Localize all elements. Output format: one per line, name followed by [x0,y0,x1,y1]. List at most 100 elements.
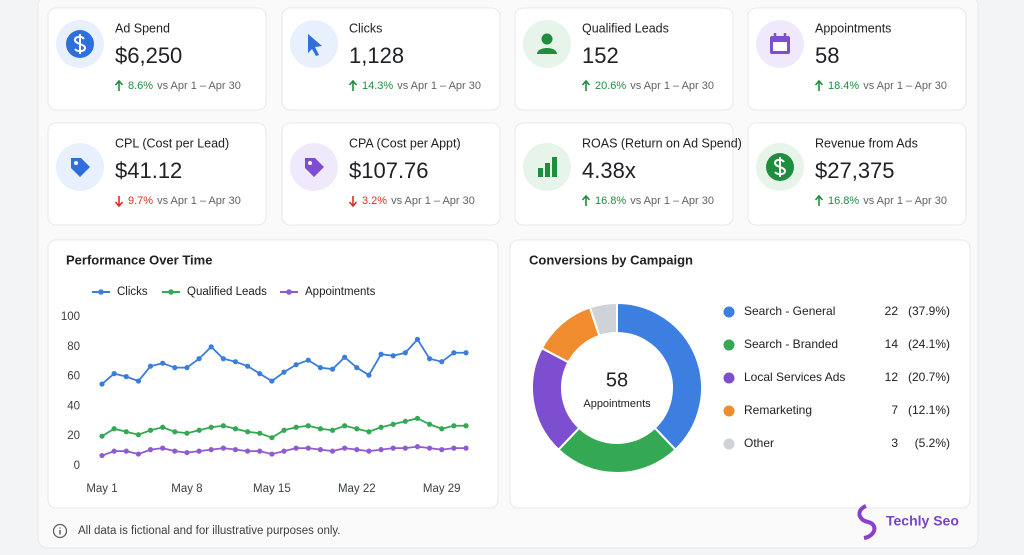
legend-share: (20.7%) [908,370,950,384]
kpi-value: $41.12 [115,158,182,183]
series-point [402,350,408,356]
legend-dot [723,339,735,351]
legend-value: 22 [885,304,899,318]
series-point [414,444,421,450]
kpi-label: CPL (Cost per Lead) [115,136,229,150]
icon-roas [523,143,571,191]
legend-dot [723,372,735,384]
kpi-change: 16.8% vs Apr 1 – Apr 30 [828,195,947,207]
kpi-card [47,7,267,111]
kpi-value: 1,128 [349,43,404,68]
series-point [427,445,433,451]
legend-dot [723,438,735,450]
footnote: All data is fictional and for illustrati… [78,525,341,537]
icon-appointments [756,20,804,68]
series-point [451,423,457,429]
series-point [111,371,117,377]
series-point [317,426,323,432]
series-point [390,353,396,359]
series-point [135,451,141,457]
change-arrow [581,79,591,91]
legend-dot [723,306,735,318]
kpi-value: $6,250 [115,43,182,68]
legend-label: Search - Branded [744,337,838,351]
series-point [208,424,214,430]
icon-leads [523,20,571,68]
series-point [342,354,348,360]
change-value: 8.6% [128,80,153,92]
series-point [366,448,372,454]
series-point [123,374,129,380]
series-point [269,451,275,457]
change-value: 9.7% [128,195,153,207]
icon-cpl [56,143,104,191]
y-tick-label: 0 [74,460,80,472]
series-point [439,359,445,365]
change-period: vs Apr 1 – Apr 30 [630,80,714,92]
donut-panel [509,239,971,509]
series-point [342,445,348,451]
series-point [281,427,287,433]
series-point [439,447,445,453]
series-point [281,448,287,454]
series-point [329,427,336,433]
series-point [414,336,421,342]
series-point [269,435,275,441]
change-period: vs Apr 1 – Apr 30 [397,80,481,92]
series-point [172,365,178,371]
change-arrow [348,196,358,208]
change-period: vs Apr 1 – Apr 30 [157,195,241,207]
series-point [317,447,323,453]
kpi-change: 18.4% vs Apr 1 – Apr 30 [828,80,947,92]
series-point [172,448,178,454]
kpi-card [514,7,734,111]
change-value: 16.8% [828,195,859,207]
brand: Techly Seo [886,513,959,529]
series-point [232,359,239,365]
legend-value: 12 [885,370,899,384]
legend-label: Appointments [305,286,376,298]
series-point [451,445,457,451]
x-tick-label: May 8 [171,483,202,495]
icon-cpa [290,143,338,191]
change-arrow [348,79,358,91]
series-point [293,445,299,451]
series-point [160,360,166,366]
series-point [439,426,445,432]
series-point [257,430,263,436]
change-value: 16.8% [595,195,626,207]
change-arrow [814,194,824,206]
kpi-label: Qualified Leads [582,21,669,35]
series-point [293,362,299,368]
series-point [99,452,105,459]
center-label: Appointments [583,398,651,410]
series-point [245,429,251,435]
change-arrow [114,196,124,208]
series-point [366,372,372,378]
kpi-label: Ad Spend [115,21,170,35]
series-point [305,357,311,363]
series-point [111,448,117,454]
series-point [354,447,360,453]
kpi-label: Clicks [349,21,382,35]
kpi-value: 152 [582,43,619,68]
change-value: 3.2% [362,195,387,207]
change-period: vs Apr 1 – Apr 30 [863,80,947,92]
series-point [293,424,299,430]
series-point [402,445,408,451]
series-point [147,363,154,369]
series-point [305,423,311,429]
line-panel [47,239,499,509]
series-point [390,445,396,451]
series-point [184,365,190,371]
kpi-card [281,122,501,226]
change-period: vs Apr 1 – Apr 30 [157,80,241,92]
icon-ad-spend [56,20,104,68]
series-point [220,445,226,451]
donut-slice [616,301,703,452]
series-point [99,433,105,439]
kpi-label: CPA (Cost per Appt) [349,136,461,150]
legend-value: 14 [885,337,899,351]
legend-share: (37.9%) [908,304,950,318]
legend-label: Local Services Ads [744,370,845,384]
